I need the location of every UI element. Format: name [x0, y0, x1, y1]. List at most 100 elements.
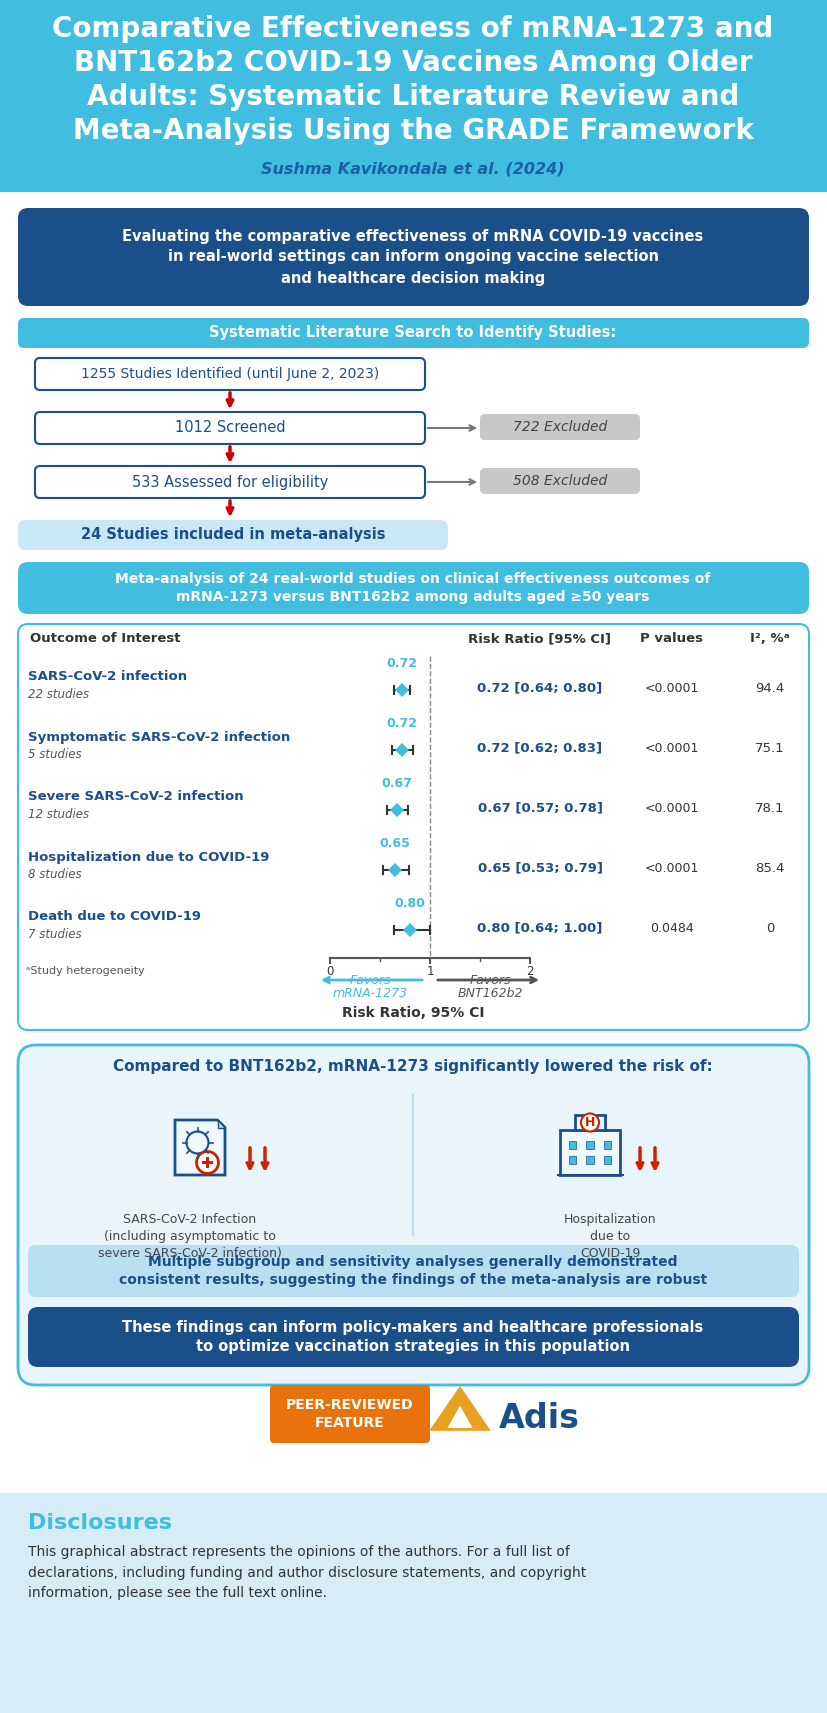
Text: I², %ᵃ: I², %ᵃ: [750, 632, 790, 646]
Text: P values: P values: [640, 632, 704, 646]
FancyBboxPatch shape: [480, 468, 640, 493]
Text: Favors: Favors: [469, 975, 511, 987]
Text: 0.0484: 0.0484: [650, 922, 694, 935]
Bar: [586, 1156, 594, 1163]
Text: 0.72: 0.72: [386, 718, 418, 730]
Text: 0: 0: [327, 964, 333, 978]
Text: SARS-CoV-2 infection: SARS-CoV-2 infection: [28, 670, 187, 683]
Bar: [22, 896, 805, 956]
Text: <0.0001: <0.0001: [645, 682, 699, 694]
FancyBboxPatch shape: [18, 624, 809, 1030]
Polygon shape: [390, 803, 404, 817]
Text: SARS-CoV-2 Infection
(including asymptomatic to
severe SARS-CoV-2 infection): SARS-CoV-2 Infection (including asymptom…: [98, 1213, 282, 1261]
Text: 7 studies: 7 studies: [28, 928, 82, 942]
Text: This graphical abstract represents the opinions of the authors. For a full list : This graphical abstract represents the o…: [28, 1545, 586, 1600]
Text: 22 studies: 22 studies: [28, 689, 89, 702]
Bar: [569, 1141, 576, 1149]
Bar: [560, 1131, 620, 1175]
Text: 0.72 [0.64; 0.80]: 0.72 [0.64; 0.80]: [477, 682, 603, 694]
Text: 0.65 [0.53; 0.79]: 0.65 [0.53; 0.79]: [477, 862, 603, 875]
Polygon shape: [447, 1406, 472, 1429]
Text: 0.67: 0.67: [381, 778, 413, 790]
Bar: [202, 1161, 213, 1165]
FancyBboxPatch shape: [35, 358, 425, 391]
FancyBboxPatch shape: [28, 1245, 799, 1297]
FancyBboxPatch shape: [0, 0, 827, 192]
FancyBboxPatch shape: [0, 1494, 827, 1713]
Text: 94.4: 94.4: [755, 682, 785, 694]
FancyBboxPatch shape: [480, 415, 640, 440]
FancyBboxPatch shape: [270, 1386, 430, 1442]
Text: Disclosures: Disclosures: [28, 1513, 172, 1533]
Bar: [22, 776, 805, 836]
Text: 533 Assessed for eligibility: 533 Assessed for eligibility: [131, 475, 328, 490]
Text: Symptomatic SARS-CoV-2 infection: Symptomatic SARS-CoV-2 infection: [28, 730, 290, 743]
Text: Evaluating the comparative effectiveness of mRNA COVID-19 vaccines
in real-world: Evaluating the comparative effectiveness…: [122, 228, 704, 286]
Text: BNT162b2: BNT162b2: [457, 987, 523, 1000]
Text: Risk Ratio, 95% CI: Risk Ratio, 95% CI: [342, 1006, 485, 1019]
Text: 722 Excluded: 722 Excluded: [513, 420, 607, 433]
Text: 0.80: 0.80: [394, 898, 425, 910]
Text: 0.72 [0.62; 0.83]: 0.72 [0.62; 0.83]: [477, 742, 603, 754]
Text: 0.65: 0.65: [380, 838, 410, 850]
Text: Risk Ratio [95% CI]: Risk Ratio [95% CI]: [469, 632, 611, 646]
Text: Meta-analysis of 24 real-world studies on clinical effectiveness outcomes of
mRN: Meta-analysis of 24 real-world studies o…: [115, 572, 710, 605]
Text: Multiple subgroup and sensitivity analyses generally demonstrated
consistent res: Multiple subgroup and sensitivity analys…: [119, 1256, 707, 1286]
Text: 508 Excluded: 508 Excluded: [513, 475, 607, 488]
Text: 1255 Studies Identified (until June 2, 2023): 1255 Studies Identified (until June 2, 2…: [81, 367, 379, 380]
Text: Comparative Effectiveness of mRNA-1273 and
BNT162b2 COVID-19 Vaccines Among Olde: Comparative Effectiveness of mRNA-1273 a…: [52, 15, 773, 146]
Text: <0.0001: <0.0001: [645, 862, 699, 875]
Text: ᵃStudy heterogeneity: ᵃStudy heterogeneity: [26, 966, 145, 976]
Text: 2: 2: [526, 964, 533, 978]
FancyBboxPatch shape: [28, 1307, 799, 1367]
Circle shape: [581, 1113, 599, 1132]
Text: These findings can inform policy-makers and healthcare professionals
to optimize: These findings can inform policy-makers …: [122, 1319, 704, 1355]
Text: 1: 1: [426, 964, 433, 978]
Bar: [604, 1141, 611, 1149]
Text: Adis: Adis: [500, 1403, 581, 1435]
Text: Sushma Kavikondala et al. (2024): Sushma Kavikondala et al. (2024): [261, 163, 565, 176]
Text: H: H: [585, 1115, 595, 1129]
Bar: [22, 836, 805, 896]
Polygon shape: [175, 1120, 225, 1175]
Bar: [22, 716, 805, 776]
Text: 24 Studies included in meta-analysis: 24 Studies included in meta-analysis: [81, 528, 385, 543]
FancyBboxPatch shape: [18, 207, 809, 307]
FancyBboxPatch shape: [35, 413, 425, 444]
Polygon shape: [395, 743, 409, 757]
Text: 12 studies: 12 studies: [28, 809, 89, 822]
Text: 0.72: 0.72: [386, 658, 418, 670]
Polygon shape: [575, 1115, 605, 1131]
Text: Hospitalization
due to
COVID-19: Hospitalization due to COVID-19: [564, 1213, 657, 1261]
Text: Severe SARS-CoV-2 infection: Severe SARS-CoV-2 infection: [28, 790, 244, 803]
Text: 0.67 [0.57; 0.78]: 0.67 [0.57; 0.78]: [477, 802, 603, 814]
Text: 1012 Screened: 1012 Screened: [174, 420, 285, 435]
FancyBboxPatch shape: [18, 562, 809, 613]
FancyBboxPatch shape: [18, 521, 448, 550]
Text: 78.1: 78.1: [755, 802, 785, 814]
Bar: [604, 1156, 611, 1163]
Text: Outcome of Interest: Outcome of Interest: [30, 632, 180, 646]
FancyBboxPatch shape: [18, 1045, 809, 1386]
Text: Favors: Favors: [349, 975, 390, 987]
Text: Systematic Literature Search to Identify Studies:: Systematic Literature Search to Identify…: [209, 325, 617, 341]
Text: 0: 0: [766, 922, 774, 935]
Polygon shape: [395, 683, 409, 697]
Text: 85.4: 85.4: [755, 862, 785, 875]
Text: mRNA-1273: mRNA-1273: [332, 987, 408, 1000]
Bar: [206, 1156, 209, 1168]
Text: 8 studies: 8 studies: [28, 868, 82, 882]
Text: PEER-REVIEWED
FEATURE: PEER-REVIEWED FEATURE: [286, 1398, 414, 1430]
Circle shape: [197, 1151, 218, 1173]
Text: <0.0001: <0.0001: [645, 802, 699, 814]
Bar: [569, 1156, 576, 1163]
Text: 5 studies: 5 studies: [28, 749, 82, 762]
Text: <0.0001: <0.0001: [645, 742, 699, 754]
FancyBboxPatch shape: [18, 319, 809, 348]
Text: Compared to BNT162b2, mRNA-1273 significantly lowered the risk of:: Compared to BNT162b2, mRNA-1273 signific…: [113, 1059, 713, 1074]
Text: 0.80 [0.64; 1.00]: 0.80 [0.64; 1.00]: [477, 922, 603, 935]
Polygon shape: [218, 1120, 225, 1127]
Text: Hospitalization due to COVID-19: Hospitalization due to COVID-19: [28, 850, 270, 863]
Polygon shape: [403, 923, 417, 937]
Bar: [586, 1141, 594, 1149]
